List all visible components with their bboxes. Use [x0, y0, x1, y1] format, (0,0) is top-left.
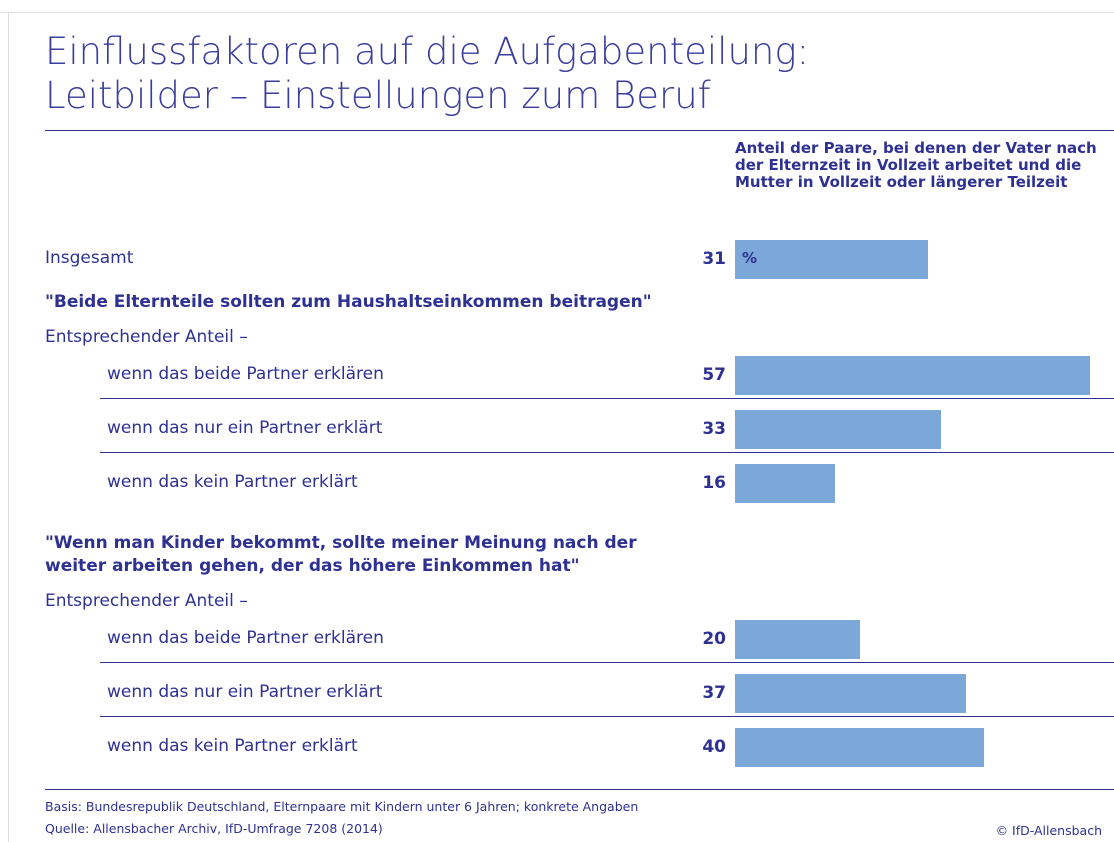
category-label: wenn das nur ein Partner erklärt — [107, 682, 383, 702]
bar — [735, 410, 941, 449]
value-label: 57 — [702, 365, 726, 385]
footnote: Quelle: Allensbacher Archiv, IfD-Umfrage… — [45, 821, 383, 836]
row-rule — [100, 452, 1114, 453]
group-heading: "Beide Elternteile sollten zum Haushalts… — [45, 292, 652, 312]
bar — [735, 464, 835, 503]
category-label: wenn das beide Partner erklären — [107, 364, 384, 384]
row-rule — [100, 662, 1114, 663]
group-subheading: Entsprechender Anteil – — [45, 327, 248, 347]
category-label: wenn das kein Partner erklärt — [107, 472, 358, 492]
frame-top — [0, 12, 1114, 13]
row-rule — [100, 398, 1114, 399]
category-label: wenn das nur ein Partner erklärt — [107, 418, 383, 438]
title-rule — [45, 130, 1114, 131]
category-label: wenn das kein Partner erklärt — [107, 736, 358, 756]
copyright: © IfD-Allensbach — [995, 823, 1102, 838]
footnote: Basis: Bundesrepublik Deutschland, Elter… — [45, 799, 639, 814]
bar — [735, 620, 860, 659]
value-label: 37 — [702, 683, 726, 703]
group-heading: "Wenn man Kinder bekommt, sollte meiner … — [45, 533, 637, 553]
row-rule — [100, 716, 1114, 717]
value-label: 31 — [702, 249, 726, 269]
bar — [735, 356, 1091, 395]
bar — [735, 674, 966, 713]
bar — [735, 728, 985, 767]
value-label: 16 — [702, 473, 726, 493]
category-label: wenn das beide Partner erklären — [107, 628, 384, 648]
value-label: 20 — [702, 629, 726, 649]
value-label: 40 — [702, 737, 726, 757]
footer-rule — [45, 789, 1114, 790]
bar — [735, 240, 929, 279]
chart-title: Leitbilder – Einstellungen zum Beruf — [45, 74, 711, 117]
unit-label: % — [742, 249, 758, 267]
value-header: Anteil der Paare, bei denen der Vater na… — [735, 139, 1097, 191]
group-subheading: Entsprechender Anteil – — [45, 591, 248, 611]
group-heading: weiter arbeiten gehen, der das höhere Ei… — [45, 556, 580, 576]
frame-left — [8, 12, 9, 842]
value-label: 33 — [702, 419, 726, 439]
category-label: Insgesamt — [45, 248, 134, 268]
chart-title: Einflussfaktoren auf die Aufgabenteilung… — [45, 30, 810, 73]
